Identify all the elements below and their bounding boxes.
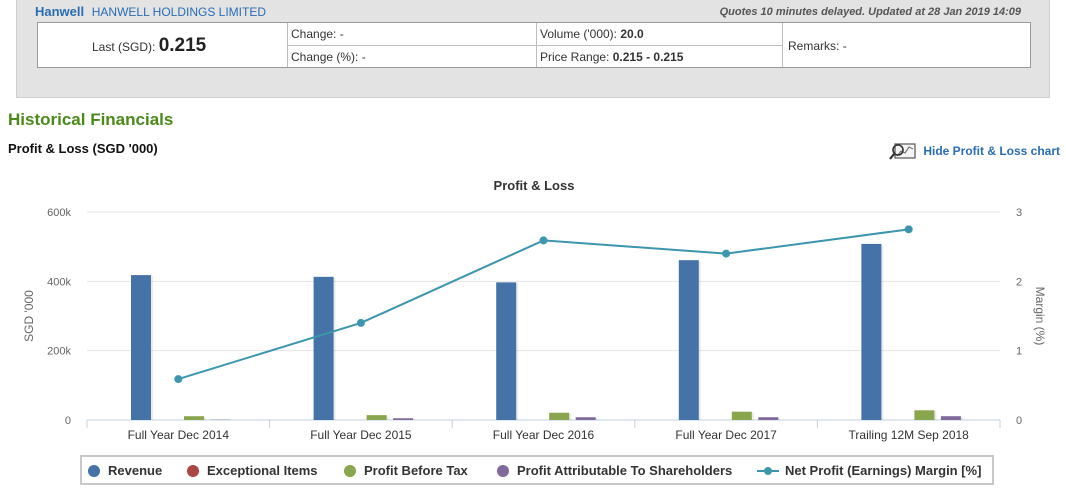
pl-subtitle: Profit & Loss (SGD '000)	[8, 141, 158, 156]
x-tick-label: Trailing 12M Sep 2018	[849, 428, 970, 442]
change-cell: Change: -	[291, 27, 344, 41]
margin-point[interactable]	[904, 225, 913, 234]
remarks-value: -	[842, 39, 847, 53]
legend-label: Revenue	[108, 463, 163, 478]
y-axis-title: SGD '000	[22, 290, 36, 342]
margin-point[interactable]	[174, 375, 183, 384]
change-pct-cell: Change (%): -	[291, 50, 366, 64]
hide-chart-button[interactable]: Hide Profit & Loss chart	[889, 141, 1060, 161]
price-range-value: 0.215 - 0.215	[612, 50, 684, 64]
bar-profit-attributable-to-shareholders[interactable]	[940, 416, 961, 420]
section-title: Historical Financials	[8, 110, 174, 129]
chart-title: Profit & Loss	[494, 178, 575, 193]
x-tick-label: Full Year Dec 2014	[128, 428, 230, 442]
legend-label: Profit Attributable To Shareholders	[517, 463, 733, 478]
quote-panel: Hanwell HANWELL HOLDINGS LIMITED Quotes …	[16, 0, 1050, 98]
legend-label: Exceptional Items	[207, 463, 318, 478]
margin-point[interactable]	[722, 249, 731, 258]
bar-profit-before-tax[interactable]	[184, 416, 204, 420]
y-tick-label: 0	[65, 415, 71, 427]
change-label: Change:	[291, 27, 337, 41]
legend-item-profit-attributable-to-shareholders[interactable]: Profit Attributable To Shareholders	[497, 463, 732, 478]
change-pct-label: Change (%):	[291, 50, 359, 64]
legend-item-revenue[interactable]: Revenue	[88, 463, 162, 478]
quote-divider	[287, 45, 782, 46]
y2-tick-label: 0	[1016, 415, 1022, 427]
legend-item-profit-before-tax[interactable]: Profit Before Tax	[344, 463, 468, 478]
bar-revenue[interactable]	[313, 276, 334, 420]
legend-line-marker	[757, 466, 779, 475]
volume-value: 20.0	[620, 27, 644, 41]
remarks-cell: Remarks: -	[788, 39, 847, 53]
chart-legend: Revenue Exceptional Items Profit Before Ta…	[80, 455, 994, 485]
bar-revenue[interactable]	[678, 260, 699, 420]
bar-profit-before-tax[interactable]	[731, 411, 752, 420]
legend-marker	[497, 464, 509, 477]
legend-label: Profit Before Tax	[364, 463, 468, 478]
remarks-label: Remarks:	[788, 39, 840, 53]
volume-label: Volume ('000):	[540, 27, 617, 41]
y2-axis-title: Margin (%)	[1033, 287, 1047, 346]
y-tick-label: 400k	[47, 276, 71, 288]
price-range-label: Price Range:	[540, 50, 610, 64]
chart-toggle-icon	[889, 143, 916, 160]
margin-point[interactable]	[539, 236, 548, 245]
margin-line	[178, 228, 909, 381]
quote-divider	[782, 23, 783, 67]
bar-revenue[interactable]	[496, 282, 517, 420]
legend-marker	[88, 464, 100, 477]
bar-revenue[interactable]	[861, 243, 882, 420]
x-tick-label: Full Year Dec 2017	[675, 428, 777, 442]
y-tick-label: 600k	[47, 207, 71, 219]
legend-item-exceptional-items[interactable]: Exceptional Items	[187, 463, 318, 478]
margin-point[interactable]	[356, 318, 365, 327]
bar-profit-attributable-to-shareholders[interactable]	[393, 418, 414, 420]
legend-label: Net Profit (Earnings) Margin [%]	[785, 463, 982, 478]
last-price-label: Last (SGD):	[92, 40, 156, 54]
quote-delay-note: Quotes 10 minutes delayed. Updated at 28…	[719, 6, 1021, 18]
bar-profit-before-tax[interactable]	[914, 410, 935, 420]
volume-cell: Volume ('000): 20.0	[540, 27, 644, 41]
legend-item-net-profit-earnings-margin[interactable]: Net Profit (Earnings) Margin [%]	[757, 463, 981, 478]
y2-tick-label: 3	[1016, 207, 1022, 219]
company-short-name[interactable]: Hanwell	[35, 4, 85, 19]
y2-tick-label: 1	[1016, 346, 1022, 358]
last-price-value: 0.215	[158, 35, 207, 56]
change-pct-value: -	[361, 50, 366, 64]
legend-marker	[187, 464, 199, 477]
bar-profit-before-tax[interactable]	[549, 412, 570, 420]
change-value: -	[339, 27, 344, 41]
bar-profit-attributable-to-shareholders[interactable]	[758, 417, 779, 420]
y2-tick-label: 2	[1016, 276, 1022, 288]
bar-profit-before-tax[interactable]	[366, 415, 387, 420]
profit-loss-chart: Profit & Loss 0 200k 400k 600k 0 1 2 3 SGD '000 Ma…	[22, 178, 1047, 442]
hide-chart-label: Hide Profit & Loss chart	[923, 144, 1060, 158]
x-tick-label: Full Year Dec 2016	[493, 428, 595, 442]
bar-profit-attributable-to-shareholders[interactable]	[575, 417, 596, 420]
last-price-cell: Last (SGD): 0.215	[92, 35, 206, 57]
quote-table: Last (SGD): 0.215 Change: - Change (%): …	[37, 22, 1031, 68]
legend-marker	[344, 464, 356, 477]
bar-revenue[interactable]	[131, 275, 151, 420]
price-range-cell: Price Range: 0.215 - 0.215	[540, 50, 683, 64]
x-tick-label: Full Year Dec 2015	[310, 428, 412, 442]
quote-header: Hanwell HANWELL HOLDINGS LIMITED	[35, 4, 266, 19]
company-full-name[interactable]: HANWELL HOLDINGS LIMITED	[91, 5, 267, 19]
y-tick-label: 200k	[47, 346, 71, 358]
